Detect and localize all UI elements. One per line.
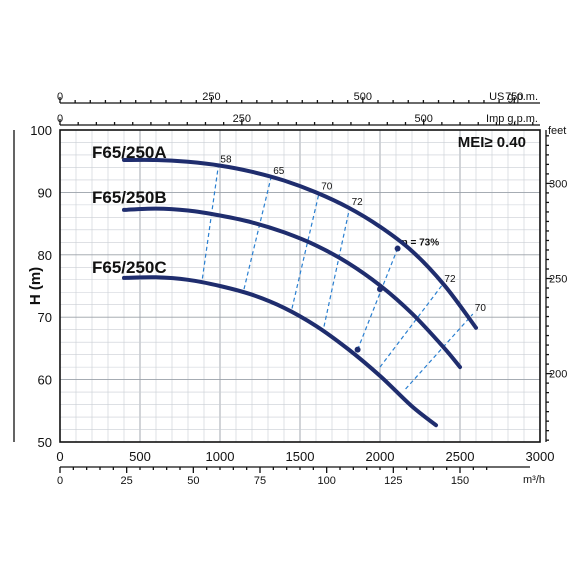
y-tick-label: 50 <box>38 435 52 450</box>
m3h-tick-label: 100 <box>317 475 335 487</box>
m3h-tick-label: 25 <box>121 475 133 487</box>
efficiency-line <box>243 176 272 290</box>
pump-curves: F65/250A F65/250B F65/250C <box>92 143 478 428</box>
x-tick-label: 1500 <box>286 449 315 464</box>
feet-tick-label: 200 <box>549 369 567 381</box>
efficiency-label: 58 <box>220 155 232 166</box>
plot-grid <box>59 129 541 443</box>
pump-curve-line <box>122 206 462 370</box>
y-axis-title: H (m) <box>27 267 44 305</box>
x-tick-label: 2500 <box>446 449 475 464</box>
pump-curve-line <box>122 157 478 330</box>
plot-frame <box>59 129 541 443</box>
bep-marker <box>354 346 361 353</box>
chart-labels: H (m) MEI≥ 0.40 US g.p.m. Imp g.p.m. m³/… <box>27 91 566 486</box>
efficiency-label: η = 73% <box>402 238 440 249</box>
m3h-tick-label: 0 <box>57 475 63 487</box>
imp-gpm-tick-label: 500 <box>415 113 433 125</box>
efficiency-label: 65 <box>273 166 285 177</box>
x-tick-label: 1000 <box>206 449 235 464</box>
x-tick-label: 0 <box>56 449 63 464</box>
y-tick-label: 70 <box>38 310 52 325</box>
feet-tick-label: 250 <box>549 274 567 286</box>
efficiency-label: 70 <box>475 303 487 314</box>
efficiency-label: 72 <box>352 197 364 208</box>
x-tick-label: 500 <box>129 449 151 464</box>
m3h-unit-label: m³/h <box>523 474 545 486</box>
efficiency-line <box>201 165 219 279</box>
efficiency-label: 72 <box>444 274 456 285</box>
pump-curve-label: F65/250A <box>92 143 167 162</box>
pump-curve-label: F65/250C <box>92 258 167 277</box>
efficiency-isolines: 58 65 70 72 η = 73% 72 70 <box>201 155 487 390</box>
x-tick-label: 2000 <box>366 449 395 464</box>
m3h-tick-label: 125 <box>384 475 402 487</box>
mei-label: MEI≥ 0.40 <box>458 134 526 151</box>
efficiency-line <box>323 207 351 327</box>
y-tick-label: 80 <box>38 248 52 263</box>
m3h-tick-label: 150 <box>451 475 469 487</box>
pump-curve-line <box>122 275 438 428</box>
feet-tick-label: 300 <box>549 178 567 190</box>
feet-unit-label: feet <box>548 125 566 137</box>
bep-marker <box>377 286 383 293</box>
efficiency-line <box>379 284 443 368</box>
bep-marker <box>394 245 401 252</box>
pump-curve-label: F65/250B <box>92 188 167 207</box>
us-gpm-unit-label: US g.p.m. <box>489 91 538 103</box>
y-tick-label: 60 <box>38 373 52 388</box>
us-gpm-tick-label: 250 <box>202 91 220 103</box>
efficiency-line <box>357 248 399 350</box>
us-gpm-tick-label: 0 <box>57 91 63 103</box>
y-tick-label: 90 <box>38 185 52 200</box>
efficiency-line <box>291 192 320 309</box>
efficiency-label: 70 <box>321 181 333 192</box>
us-gpm-tick-label: 750 <box>505 91 523 103</box>
y-tick-label: 100 <box>30 123 52 138</box>
us-gpm-tick-label: 500 <box>354 91 372 103</box>
imp-gpm-unit-label: Imp g.p.m. <box>486 113 538 125</box>
imp-gpm-tick-label: 0 <box>57 113 63 125</box>
m3h-tick-label: 50 <box>187 475 199 487</box>
efficiency-line <box>405 313 474 390</box>
imp-gpm-tick-label: 250 <box>233 113 251 125</box>
x-tick-label: 3000 <box>526 449 555 464</box>
m3h-tick-label: 75 <box>254 475 266 487</box>
